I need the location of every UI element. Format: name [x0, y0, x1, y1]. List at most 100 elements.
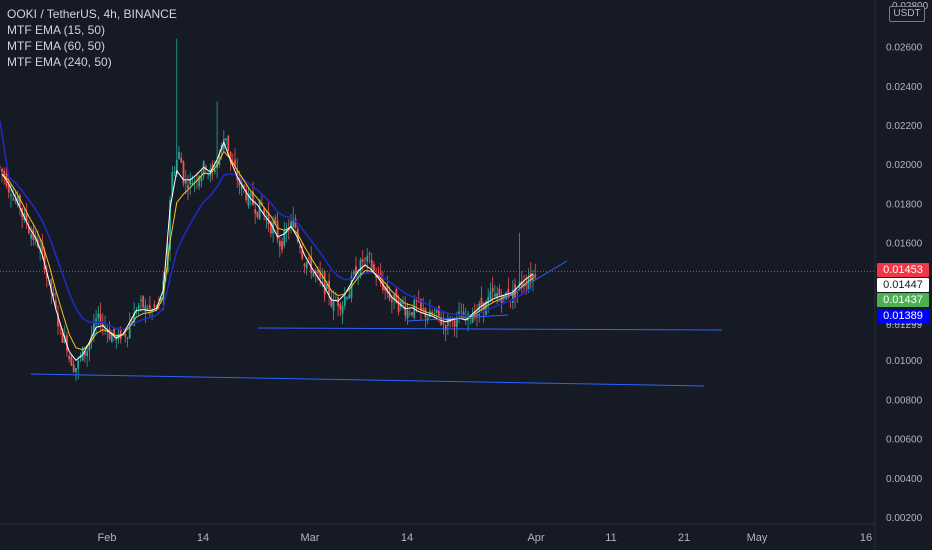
x-tick-label: 14 — [401, 532, 413, 544]
candle-body — [227, 135, 230, 151]
candle-body — [303, 263, 306, 267]
candle-body — [225, 138, 227, 141]
ema-60-line — [1, 150, 534, 351]
candle-body — [424, 308, 427, 318]
candle-body — [88, 342, 91, 351]
trendline — [497, 260, 568, 303]
candle-body — [505, 292, 508, 300]
candle-body — [446, 317, 449, 326]
candle-body — [281, 241, 283, 250]
candle-body — [534, 274, 537, 278]
candle-body — [301, 249, 304, 259]
candle-body — [222, 138, 225, 150]
candle-body — [54, 300, 57, 309]
candle-body — [514, 284, 516, 298]
candle-body — [110, 334, 113, 343]
candle-body — [27, 225, 30, 234]
candle-body — [437, 305, 440, 316]
symbol-title[interactable]: OOKI / TetherUS, 4h, BINANCE — [7, 7, 177, 21]
candle-body — [126, 337, 129, 339]
candle-body — [231, 162, 234, 165]
trendline — [257, 327, 723, 331]
candle-body — [411, 312, 413, 315]
candle-body — [61, 329, 64, 343]
indicator-ema-240[interactable]: MTF EMA (240, 50) — [7, 55, 112, 69]
candle-body — [314, 270, 317, 274]
candle-body — [494, 293, 496, 297]
candle-body — [267, 212, 270, 225]
candle-body — [292, 218, 295, 228]
candle-body — [57, 313, 59, 327]
candle-body — [171, 172, 174, 197]
candle-body — [399, 301, 402, 307]
candle-body — [124, 333, 127, 337]
currency-unit-label[interactable]: USDT — [889, 6, 925, 22]
candle-body — [529, 272, 532, 281]
candle-body — [458, 311, 460, 315]
candle-body — [3, 170, 6, 176]
candle-body — [245, 189, 248, 201]
candle-body — [343, 296, 346, 306]
candle-body — [202, 161, 205, 176]
candle-body — [30, 234, 33, 239]
indicator-ema-15[interactable]: MTF EMA (15, 50) — [7, 23, 106, 37]
price-tag: 0.01453 — [877, 263, 929, 277]
candle-body — [339, 304, 342, 310]
candle-body — [455, 318, 458, 327]
price-tag: 0.01447 — [877, 278, 929, 292]
candle-body — [155, 306, 158, 308]
candle-body — [77, 360, 80, 369]
candle-body — [184, 181, 187, 184]
candle-body — [252, 191, 254, 206]
y-tick-label: 0.02200 — [886, 121, 923, 132]
candle-body — [180, 157, 183, 163]
candle-body — [341, 306, 344, 314]
x-tick-label: Apr — [527, 532, 544, 544]
candle-body — [204, 166, 207, 170]
candle-body — [453, 320, 456, 327]
candle-body — [247, 193, 250, 206]
candle-body — [148, 304, 151, 309]
candle-body — [352, 272, 355, 275]
candle-body — [72, 364, 75, 372]
y-tick-label: 0.00400 — [886, 474, 923, 485]
candle-body — [258, 199, 261, 220]
candle-body — [323, 270, 326, 295]
candle-body — [294, 218, 297, 228]
x-tick-label: 14 — [197, 532, 209, 544]
candle-body — [330, 299, 333, 307]
candle-body — [496, 293, 499, 298]
candle-body — [361, 259, 364, 262]
candle-body — [375, 275, 378, 278]
candle-body — [113, 328, 115, 337]
candle-body — [384, 287, 387, 291]
candle-body — [305, 262, 308, 269]
x-tick-label: Mar — [301, 532, 320, 544]
candle-body — [43, 251, 46, 270]
candle-body — [386, 285, 389, 294]
candle-body — [308, 258, 310, 260]
candle-body — [265, 218, 268, 221]
candle-body — [12, 198, 15, 200]
candle-body — [198, 176, 201, 187]
candle-body — [379, 272, 382, 282]
candle-body — [440, 319, 443, 325]
candle-body — [213, 169, 216, 172]
indicator-ema-60[interactable]: MTF EMA (60, 50) — [7, 39, 106, 53]
candle-body — [312, 272, 315, 276]
candle-body — [444, 325, 447, 331]
candle-body — [397, 299, 400, 313]
y-tick-label: 0.01800 — [886, 199, 923, 210]
candle-body — [373, 264, 375, 271]
candle-body — [169, 199, 171, 250]
candle-body — [45, 273, 48, 279]
candle-body — [325, 284, 328, 289]
candle-body — [276, 221, 279, 240]
candle-body — [355, 266, 357, 277]
candle-body — [52, 293, 55, 297]
candle-body — [415, 300, 418, 302]
candle-body — [422, 308, 425, 310]
candle-body — [283, 230, 286, 246]
